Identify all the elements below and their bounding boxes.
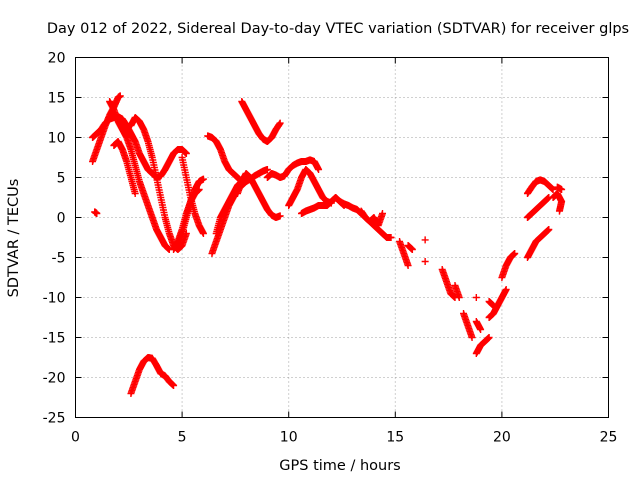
x-tick-labels: 0 5 10 15 20 25 <box>71 430 617 446</box>
series-pass-38 <box>553 183 566 193</box>
data-point <box>408 246 416 253</box>
data-points <box>89 92 566 397</box>
series-pass-26 <box>451 282 463 301</box>
grid <box>75 57 609 418</box>
data-point <box>511 250 519 257</box>
series-pass-16 <box>263 156 323 181</box>
series-pass-21 <box>396 238 412 269</box>
x-axis-label: GPS time / hours <box>279 458 400 474</box>
series-pass-30 <box>472 294 480 301</box>
data-point <box>199 230 207 237</box>
series-pass-32 <box>485 298 497 309</box>
data-point <box>276 212 284 220</box>
y-tick-label: 20 <box>48 51 66 67</box>
y-tick-label: 10 <box>48 131 66 147</box>
y-tick-label: 15 <box>48 91 66 107</box>
data-point <box>276 119 284 127</box>
series-pass-20 <box>357 207 387 229</box>
series-pass-28 <box>472 318 485 333</box>
data-point <box>549 186 557 193</box>
y-tick-label: -5 <box>52 251 66 267</box>
series-pass-15 <box>234 170 284 221</box>
data-point <box>502 286 510 293</box>
x-tick-label: 0 <box>71 430 80 446</box>
series-pass-03 <box>106 98 173 253</box>
data-point <box>263 166 271 173</box>
data-point <box>131 190 139 197</box>
y-tick-labels: -25 -20 -15 -10 -5 0 5 10 15 20 <box>43 51 66 427</box>
data-point <box>315 166 323 173</box>
data-point <box>489 302 497 309</box>
series-pass-14 <box>238 98 284 145</box>
x-tick-label: 5 <box>178 430 187 446</box>
data-point <box>421 236 429 244</box>
data-point <box>116 92 124 100</box>
data-point <box>558 186 566 193</box>
data-point <box>455 294 463 301</box>
data-point <box>468 334 476 341</box>
series-pass-35 <box>523 194 553 221</box>
series-pass-23 <box>421 236 429 244</box>
y-tick-label: -15 <box>43 331 66 347</box>
data-point <box>477 326 485 333</box>
data-point <box>545 226 553 233</box>
y-tick-label: -25 <box>43 411 66 427</box>
data-point <box>182 150 190 157</box>
data-point <box>421 258 429 265</box>
y-axis-label: SDTVAR / TECUs <box>6 179 22 298</box>
data-point <box>555 207 563 215</box>
series-pass-36 <box>523 176 557 197</box>
plot-frame <box>75 57 609 418</box>
series-pass-05 <box>91 208 101 217</box>
data-point <box>379 210 387 217</box>
series-pass-06 <box>127 354 178 397</box>
data-point <box>472 294 480 301</box>
y-tick-label: 5 <box>57 171 66 187</box>
series-pass-25 <box>438 266 459 301</box>
series-pass-22 <box>404 242 416 253</box>
data-point <box>387 234 395 241</box>
x-tick-label: 10 <box>280 430 298 446</box>
series-pass-10 <box>178 154 207 237</box>
series-pass-04 <box>110 138 139 197</box>
series-pass-37 <box>549 190 566 215</box>
series-pass-24 <box>421 258 429 265</box>
y-tick-label: -20 <box>43 371 66 387</box>
data-point <box>404 262 412 269</box>
data-point <box>199 175 207 183</box>
series-pass-29 <box>472 334 493 357</box>
series-pass-34 <box>523 226 553 261</box>
chart-title: Day 012 of 2022, Sidereal Day-to-day VTE… <box>47 21 629 37</box>
data-point <box>93 210 101 217</box>
x-tick-label: 20 <box>493 430 511 446</box>
y-tick-label: 0 <box>57 211 66 227</box>
y-tick-label: -10 <box>43 291 66 307</box>
data-point <box>485 334 493 341</box>
series-pass-33 <box>498 250 519 281</box>
x-tick-label: 25 <box>600 430 618 446</box>
x-tick-label: 15 <box>386 430 404 446</box>
series-pass-27 <box>460 310 476 341</box>
data-point <box>170 382 178 389</box>
